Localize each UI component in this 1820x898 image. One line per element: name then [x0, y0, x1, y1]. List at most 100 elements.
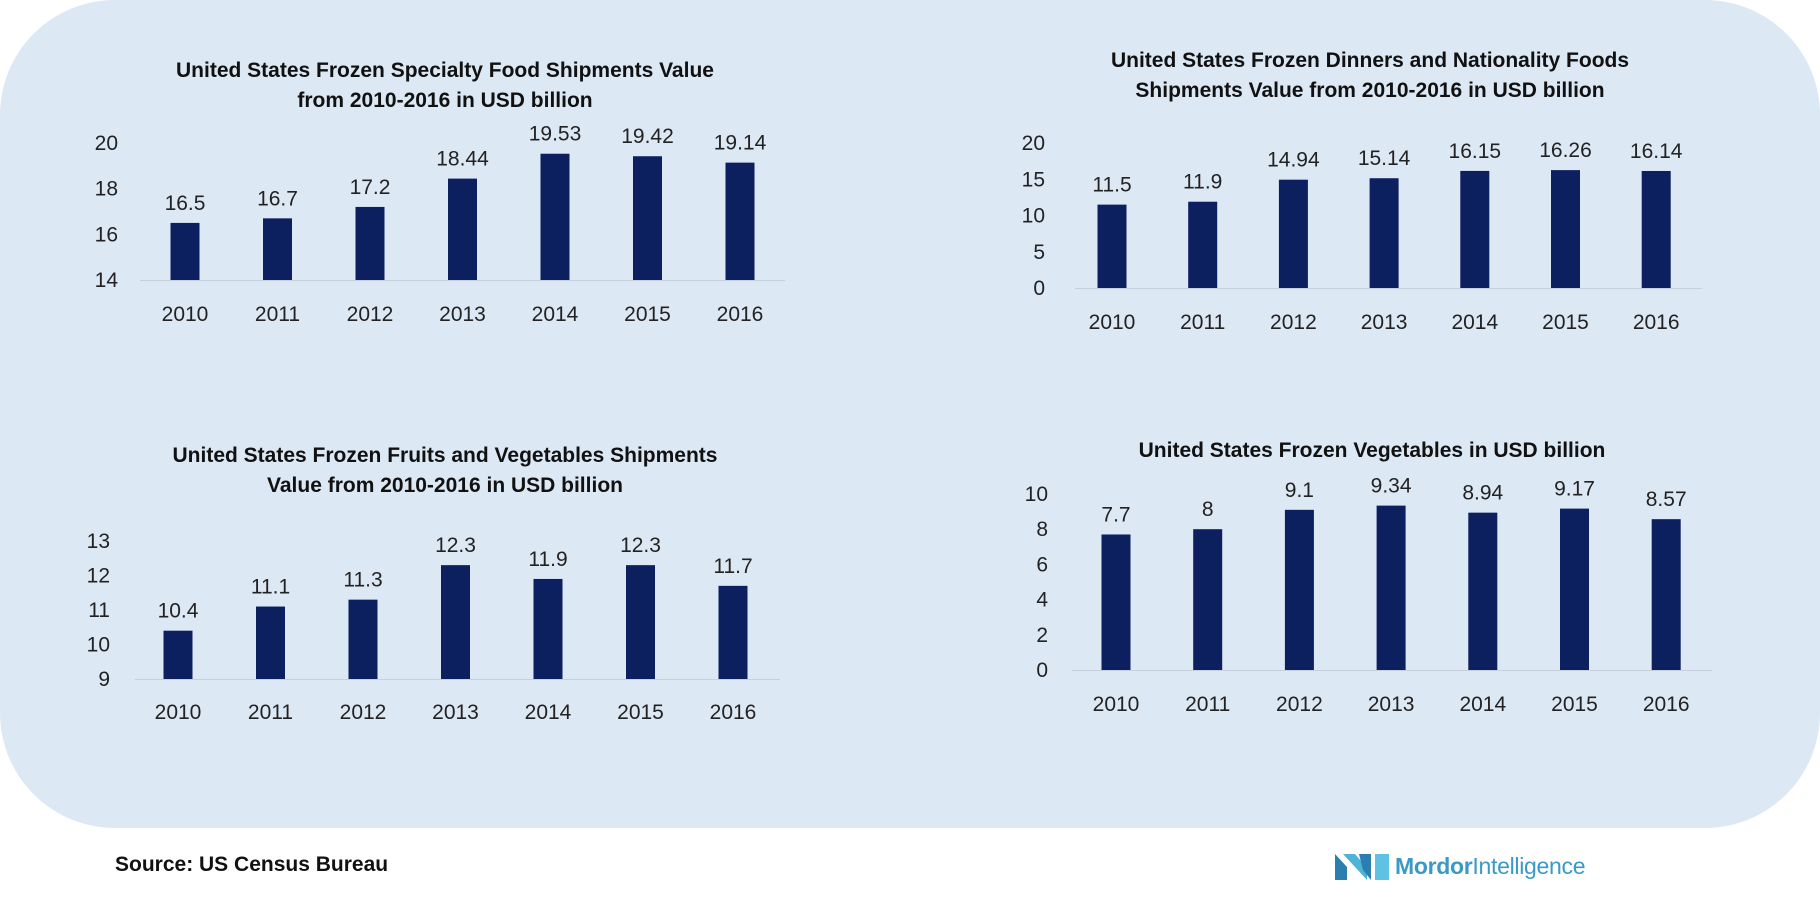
- chart2-bar-2012: [1278, 179, 1308, 288]
- chart4-value-label-2010: 7.7: [1101, 503, 1130, 526]
- chart1-bar-2014: [540, 153, 570, 280]
- chart3-x-tick-label-2010: 2010: [155, 701, 202, 724]
- chart2-y-tick-label: 10: [1022, 205, 1045, 228]
- chart4-y-tick-label: 2: [1036, 624, 1048, 647]
- chart3-y-tick-label: 13: [87, 530, 110, 553]
- chart2-x-tick-label-2013: 2013: [1361, 311, 1408, 334]
- chart2-y-tick-label: 20: [1022, 132, 1045, 155]
- chart2-y-tick-label: 0: [1033, 277, 1045, 300]
- chart3-value-label-2013: 12.3: [435, 534, 476, 557]
- chart2-x-tick-label-2012: 2012: [1270, 311, 1317, 334]
- chart4-x-tick-label-2013: 2013: [1368, 693, 1415, 716]
- chart3-bar-2015: [626, 565, 655, 679]
- chart3-value-label-2016: 11.7: [713, 555, 752, 578]
- chart4-x-tick-label-2015: 2015: [1551, 693, 1598, 716]
- chart3-y-tick-label: 12: [87, 565, 110, 588]
- chart4-value-label-2014: 8.94: [1462, 482, 1503, 505]
- chart3-x-tick-label-2015: 2015: [617, 701, 664, 724]
- chart-panel-background: [0, 0, 1820, 828]
- chart1-y-tick-label: 14: [95, 269, 119, 292]
- chart2-value-label-2013: 15.14: [1358, 147, 1411, 170]
- chart4-x-tick-label-2014: 2014: [1459, 693, 1506, 716]
- chart1-x-tick-label-2014: 2014: [532, 303, 579, 326]
- source-note: Source: US Census Bureau: [115, 853, 389, 876]
- chart1-bar-2015: [633, 156, 662, 280]
- chart1-x-tick-label-2011: 2011: [255, 303, 300, 326]
- chart1-value-label-2013: 18.44: [436, 148, 489, 171]
- chart2-value-label-2010: 11.5: [1092, 174, 1131, 197]
- chart4-value-label-2015: 9.17: [1554, 478, 1595, 501]
- chart1-bar-2010: [170, 222, 200, 280]
- chart3-x-tick-label-2016: 2016: [710, 701, 757, 724]
- chart2-value-label-2014: 16.15: [1449, 140, 1502, 163]
- chart3-bar-2014: [533, 578, 563, 679]
- chart3-y-tick-label: 11: [88, 599, 110, 622]
- chart2-bar-2015: [1551, 170, 1580, 288]
- chart1-x-tick-label-2016: 2016: [717, 303, 764, 326]
- chart3-bar-2012: [348, 599, 378, 679]
- chart4-bar-2011: [1193, 529, 1223, 670]
- chart1-y-tick-label: 20: [95, 132, 118, 155]
- chart3-value-label-2010: 10.4: [158, 600, 199, 623]
- chart4-bar-2012: [1284, 509, 1314, 670]
- chart3-value-label-2015: 12.3: [620, 534, 661, 557]
- chart2-bar-2016: [1641, 170, 1671, 288]
- chart1-bar-2012: [355, 206, 385, 280]
- chart4-bar-2015: [1560, 508, 1589, 670]
- chart3-title-line-1: United States Frozen Fruits and Vegetabl…: [173, 444, 718, 467]
- chart4-x-tick-label-2012: 2012: [1276, 693, 1323, 716]
- chart4-value-label-2013: 9.34: [1371, 475, 1412, 498]
- chart1-x-tick-label-2010: 2010: [162, 303, 209, 326]
- logo-mark-icon: [1335, 854, 1389, 880]
- chart1-y-tick-label: 18: [95, 178, 118, 201]
- chart4-y-tick-label: 0: [1036, 659, 1048, 682]
- chart4-x-tick-label-2011: 2011: [1185, 693, 1230, 716]
- chart2-bar-2014: [1460, 170, 1490, 288]
- chart4-bar-2013: [1376, 505, 1406, 670]
- chart2-x-tick-label-2016: 2016: [1633, 311, 1680, 334]
- chart4-value-label-2012: 9.1: [1285, 479, 1314, 502]
- chart2-value-label-2016: 16.14: [1630, 140, 1683, 163]
- chart1-title-line-2: from 2010-2016 in USD billion: [297, 89, 592, 112]
- chart4-x-tick-label-2016: 2016: [1643, 693, 1690, 716]
- logo-text-bold: Mordor: [1395, 852, 1473, 879]
- chart1-x-tick-label-2015: 2015: [624, 303, 671, 326]
- chart2-title-line-1: United States Frozen Dinners and Nationa…: [1111, 49, 1629, 72]
- chart3-value-label-2011: 11.1: [251, 576, 290, 599]
- chart1-bar-2016: [725, 162, 755, 280]
- chart2-y-tick-label: 15: [1022, 168, 1045, 191]
- chart3-y-tick-label: 10: [87, 634, 110, 657]
- chart3-bar-2013: [441, 565, 470, 679]
- chart3-value-label-2014: 11.9: [528, 548, 567, 571]
- chart3-x-tick-label-2014: 2014: [525, 701, 572, 724]
- chart4-bar-2016: [1651, 519, 1681, 670]
- chart2-bar-2013: [1369, 178, 1399, 288]
- chart2-title-line-2: Shipments Value from 2010-2016 in USD bi…: [1135, 79, 1604, 102]
- chart2-value-label-2011: 11.9: [1183, 171, 1222, 194]
- chart2-x-tick-label-2011: 2011: [1180, 311, 1225, 334]
- chart4-bar-2010: [1101, 534, 1131, 670]
- chart2-x-tick-label-2010: 2010: [1089, 311, 1136, 334]
- chart3-x-tick-label-2013: 2013: [432, 701, 479, 724]
- chart1-value-label-2011: 16.7: [257, 187, 298, 210]
- chart1-value-label-2016: 19.14: [714, 132, 767, 155]
- chart4-value-label-2016: 8.57: [1646, 488, 1687, 511]
- chart3-x-tick-label-2012: 2012: [340, 701, 387, 724]
- chart2-bar-2011: [1188, 201, 1218, 288]
- chart2-x-tick-label-2014: 2014: [1451, 311, 1498, 334]
- chart2-value-label-2012: 14.94: [1267, 149, 1320, 172]
- chart2-bar-2010: [1097, 204, 1127, 288]
- chart1-x-tick-label-2012: 2012: [347, 303, 394, 326]
- chart4-title-line-1: United States Frozen Vegetables in USD b…: [1139, 439, 1606, 462]
- chart1-value-label-2014: 19.53: [529, 123, 582, 146]
- chart1-bar-2011: [263, 218, 292, 280]
- chart1-bar-2013: [448, 178, 477, 280]
- chart3-bar-2010: [163, 630, 193, 679]
- chart2-y-tick-label: 5: [1033, 241, 1045, 264]
- chart2-x-tick-label-2015: 2015: [1542, 311, 1589, 334]
- chart3-title-line-2: Value from 2010-2016 in USD billion: [267, 474, 623, 497]
- chart4-bar-2014: [1468, 512, 1498, 670]
- chart3-x-tick-label-2011: 2011: [248, 701, 293, 724]
- chart1-value-label-2015: 19.42: [621, 125, 674, 148]
